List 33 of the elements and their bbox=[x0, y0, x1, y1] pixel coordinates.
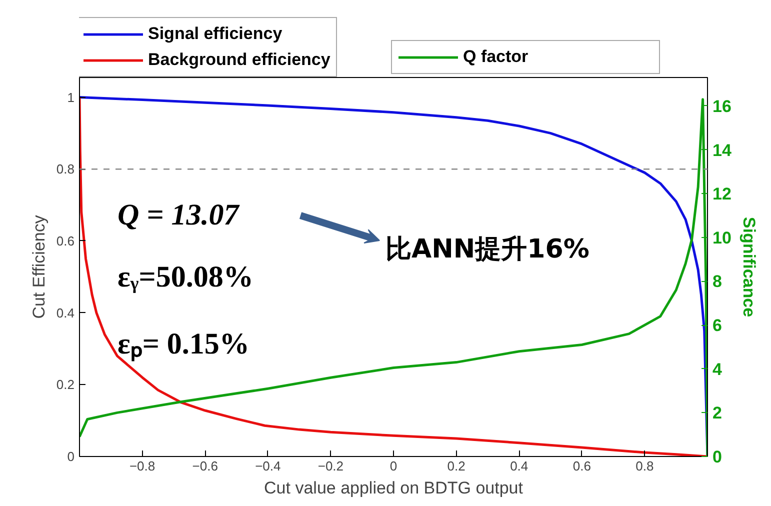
y-tick-label: 1 bbox=[67, 90, 75, 105]
x-tick-label: −0.4 bbox=[255, 458, 281, 474]
y2-tick-label: 8 bbox=[712, 272, 722, 292]
y-tick-label: 0 bbox=[67, 449, 75, 464]
legend-label: Q factor bbox=[463, 47, 530, 67]
x-tick-label: 0 bbox=[390, 458, 398, 474]
x-tick-label: 0.2 bbox=[447, 458, 466, 474]
x-tick-label: 0.6 bbox=[572, 458, 591, 474]
y-tick-label: 0.8 bbox=[56, 162, 75, 177]
y-axis-title: Cut Efficiency bbox=[29, 214, 48, 319]
annotation: εᵧ=50.08% bbox=[118, 260, 254, 294]
annotation: Q = 13.07 bbox=[118, 198, 240, 232]
legend-label: Background efficiency bbox=[148, 50, 330, 70]
annotation: 比ANN提升16% bbox=[386, 234, 590, 264]
y2-tick-label: 12 bbox=[712, 184, 732, 204]
y2-tick-label: 4 bbox=[712, 360, 722, 379]
y2-tick-label: 16 bbox=[712, 96, 732, 116]
annotation: εₚ= 0.15% bbox=[118, 328, 250, 362]
x-tick-label: −0.2 bbox=[318, 458, 344, 474]
legend-label: Signal efficiency bbox=[148, 24, 282, 44]
x-tick-label: −0.8 bbox=[129, 458, 156, 474]
y2-tick-label: 2 bbox=[712, 404, 722, 423]
y2-axis-title: Significance bbox=[739, 216, 758, 318]
x-tick-label: 0.8 bbox=[636, 458, 654, 474]
x-axis-title: Cut value applied on BDTG output bbox=[264, 478, 524, 498]
y2-tick-label: 6 bbox=[712, 316, 722, 336]
y2-tick-label: 10 bbox=[712, 228, 732, 248]
y-tick-label: 0.6 bbox=[56, 233, 75, 248]
x-tick-label: 0.4 bbox=[510, 458, 528, 474]
y2-tick-label: 14 bbox=[712, 140, 732, 160]
x-tick-label: −0.6 bbox=[192, 458, 218, 474]
y-tick-label: 0.2 bbox=[56, 377, 75, 392]
y-tick-label: 0.4 bbox=[56, 305, 75, 320]
